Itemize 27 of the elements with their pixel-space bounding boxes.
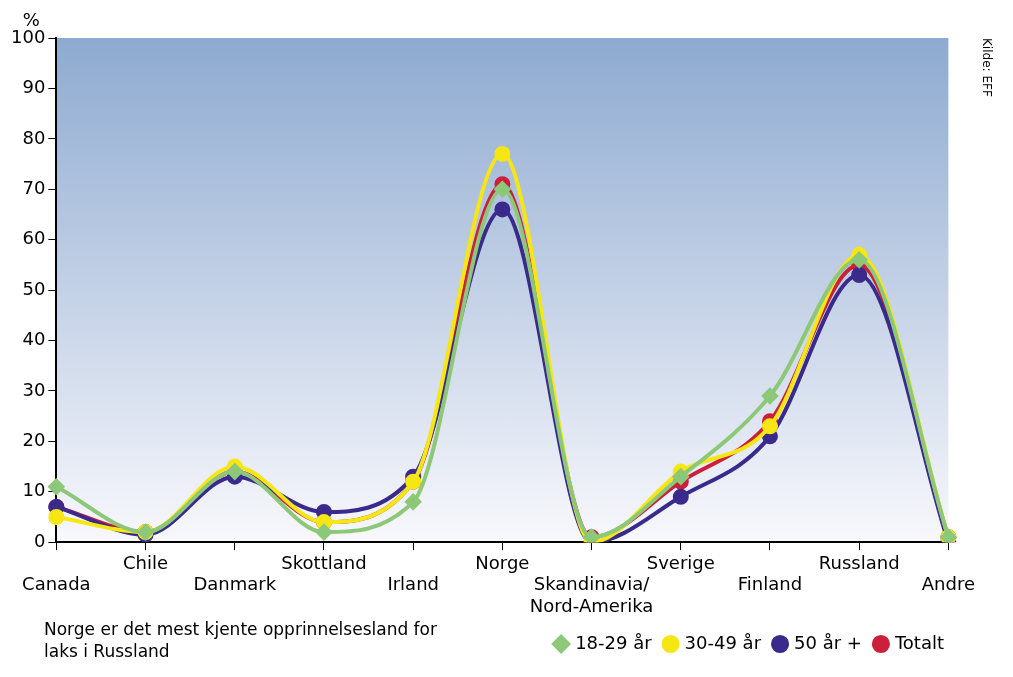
x-tick-label: Canada (22, 573, 91, 595)
x-tick-label: Andre (921, 573, 975, 595)
y-tick-label: 60 (22, 227, 46, 249)
x-tick-label: Sverige (646, 551, 715, 573)
y-tick-label: 50 (22, 277, 46, 299)
y-tick-label: 40 (22, 328, 46, 350)
x-tick-label: Skandinavia/ Nord-Amerika (529, 573, 654, 616)
x-tick-label: Norge (475, 551, 530, 573)
legend-label: Totalt (893, 631, 945, 653)
x-tick-label: Finland (737, 573, 803, 595)
x-tick-label: Russland (818, 551, 900, 573)
text: Kilde: EFF (980, 38, 994, 97)
legend-label: 50 år + (794, 631, 862, 653)
x-tick-label: Danmark (193, 573, 277, 595)
legend-label: 18-29 år (575, 631, 653, 653)
y-tick-label: 80 (22, 126, 46, 148)
y-tick-label: 10 (22, 479, 46, 501)
y-tick-label: 20 (22, 429, 46, 451)
y-tick-label: 90 (22, 76, 46, 98)
y-tick-label: 0 (33, 529, 46, 551)
y-tick-label: 70 (22, 176, 46, 198)
x-tick-label: Skottland (281, 551, 367, 573)
legend-label: 30-49 år (684, 631, 762, 653)
y-tick-label: 30 (22, 378, 46, 400)
x-tick-label: Irland (387, 573, 439, 595)
x-tick-label: Chile (123, 551, 169, 573)
text: Norge er det mest kjente opprinnelsesland for laks i Russland (44, 618, 438, 662)
